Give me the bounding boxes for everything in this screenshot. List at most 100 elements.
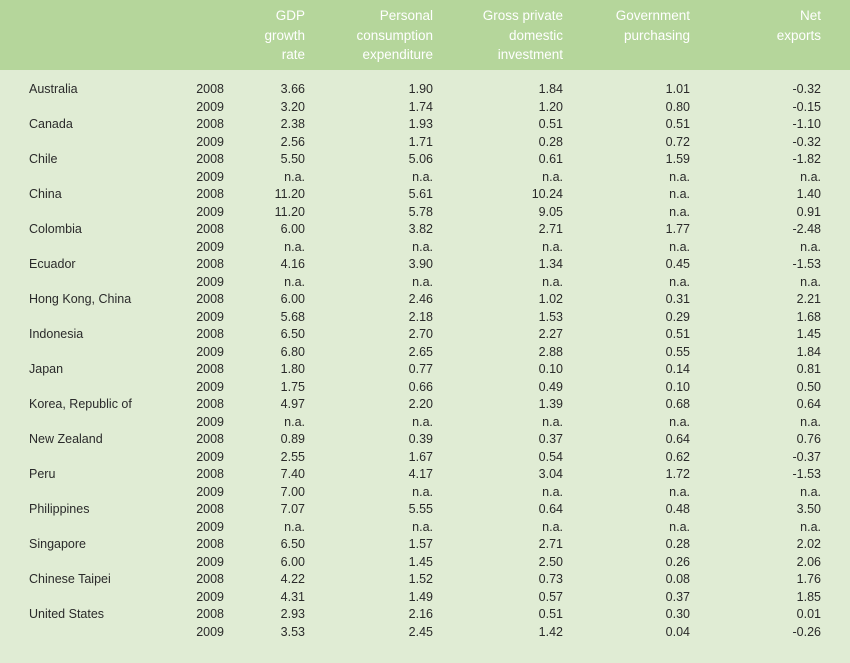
year-cell: 2009 [196,414,224,429]
net-exports-cell: -2.48 [792,222,822,236]
header-gpi-line-1: Gross private [482,8,563,23]
year-cell: 2009 [196,554,224,569]
government-cell: 0.64 [665,432,690,446]
investment-cell: 1.02 [538,292,563,306]
investment-cell: 0.28 [538,134,563,149]
gdp-growth-cell: 11.20 [274,204,305,219]
government-cell: 0.48 [665,502,690,516]
net-exports-cell: 1.40 [796,187,821,201]
consumption-cell: 2.46 [408,292,433,306]
net-exports-cell: -0.32 [792,134,822,149]
consumption-cell: n.a. [412,484,433,499]
table-row: Japan 2008 1.80 0.77 0.10 0.14 0.81 [0,361,850,379]
consumption-cell: 1.57 [408,537,433,551]
header-net-line-2: exports [776,27,821,43]
government-cell: 0.51 [665,117,690,131]
year-cell: 2008 [196,607,224,621]
country-cell: Chile [29,152,58,166]
consumption-cell: n.a. [412,239,433,254]
investment-cell: 0.10 [538,362,563,376]
investment-cell: 2.50 [538,554,563,569]
investment-cell: 10.24 [531,187,563,201]
government-cell: 0.28 [665,537,690,551]
government-cell: 0.31 [665,292,690,306]
table-row: 2009 4.31 1.49 0.57 0.37 1.85 [0,589,850,607]
gdp-growth-cell: 4.31 [280,589,305,604]
year-cell: 2009 [196,589,224,604]
investment-cell: 9.05 [538,204,563,219]
year-cell: 2008 [196,397,224,411]
table-row: Peru 2008 7.40 4.17 3.04 1.72 -1.53 [0,466,850,484]
net-exports-cell: -1.53 [792,257,822,271]
header-net-exports: Net exports [760,6,821,45]
consumption-cell: 1.52 [408,572,433,586]
table-header: GDP growth rate Personal consumption exp… [0,0,850,70]
year-cell: 2008 [196,82,224,96]
country-cell: Chinese Taipei [29,572,111,586]
year-cell: 2009 [196,169,224,184]
country-cell: Ecuador [29,257,76,271]
investment-cell: n.a. [542,169,563,184]
government-cell: n.a. [669,519,690,534]
country-cell: Colombia [29,222,82,236]
net-exports-cell: -0.15 [792,99,822,114]
gdp-growth-cell: n.a. [284,414,305,429]
net-exports-cell: -1.53 [792,467,822,481]
table-row: 2009 2.55 1.67 0.54 0.62 -0.37 [0,449,850,467]
country-cell: Japan [29,362,64,376]
government-cell: 0.80 [665,99,690,114]
investment-cell: 2.71 [538,222,563,236]
header-pce-line-1: Personal [379,8,433,23]
year-cell: 2008 [196,222,224,236]
header-gov-line-1: Government [615,8,690,23]
consumption-cell: 3.90 [408,257,433,271]
gdp-growth-cell: 7.40 [280,467,305,481]
header-personal-consumption: Personal consumption expenditure [340,6,433,65]
net-exports-cell: 0.91 [796,204,821,219]
country-cell: Indonesia [29,327,84,341]
net-exports-cell: 2.21 [796,292,821,306]
consumption-cell: n.a. [412,169,433,184]
net-exports-cell: 1.84 [796,344,821,359]
investment-cell: n.a. [542,274,563,289]
gdp-growth-cell: 6.80 [280,344,305,359]
investment-cell: n.a. [542,239,563,254]
consumption-cell: 5.61 [408,187,433,201]
header-gdp-line-2: growth [264,27,305,43]
consumption-cell: 2.70 [408,327,433,341]
table-row: Australia 2008 3.66 1.90 1.84 1.01 -0.32 [0,81,850,99]
header-gpi-line-3: investment [497,47,563,62]
net-exports-cell: n.a. [800,274,821,289]
table-row: 2009 n.a. n.a. n.a. n.a. n.a. [0,414,850,432]
table-row: Philippines 2008 7.07 5.55 0.64 0.48 3.50 [0,501,850,519]
year-cell: 2008 [196,502,224,516]
year-cell: 2009 [196,449,224,464]
investment-cell: 0.51 [538,117,563,131]
gdp-growth-cell: n.a. [284,274,305,289]
consumption-cell: 2.45 [408,624,433,639]
net-exports-cell: 1.85 [796,589,821,604]
net-exports-cell: n.a. [800,484,821,499]
net-exports-cell: n.a. [800,239,821,254]
header-gpi-line-2: domestic [508,27,563,43]
net-exports-cell: 2.02 [796,537,821,551]
table-row: Indonesia 2008 6.50 2.70 2.27 0.51 1.45 [0,326,850,344]
government-cell: 0.10 [665,379,690,394]
table-row: Chinese Taipei 2008 4.22 1.52 0.73 0.08 1.76 [0,571,850,589]
consumption-cell: 1.45 [408,554,433,569]
net-exports-cell: -0.32 [792,82,822,96]
table-row: United States 2008 2.93 2.16 0.51 0.30 0.01 [0,606,850,624]
investment-cell: 1.53 [538,309,563,324]
government-cell: n.a. [669,274,690,289]
gdp-growth-cell: 4.22 [280,572,305,586]
header-net-line-1: Net [799,8,821,23]
header-gov-line-2: purchasing [623,27,690,43]
investment-cell: 0.37 [538,432,563,446]
consumption-cell: 4.17 [408,467,433,481]
investment-cell: 2.27 [538,327,563,341]
consumption-cell: 1.67 [408,449,433,464]
table-row: 2009 6.00 1.45 2.50 0.26 2.06 [0,554,850,572]
net-exports-cell: 1.76 [796,572,821,586]
investment-cell: 2.71 [538,537,563,551]
investment-cell: 0.54 [538,449,563,464]
